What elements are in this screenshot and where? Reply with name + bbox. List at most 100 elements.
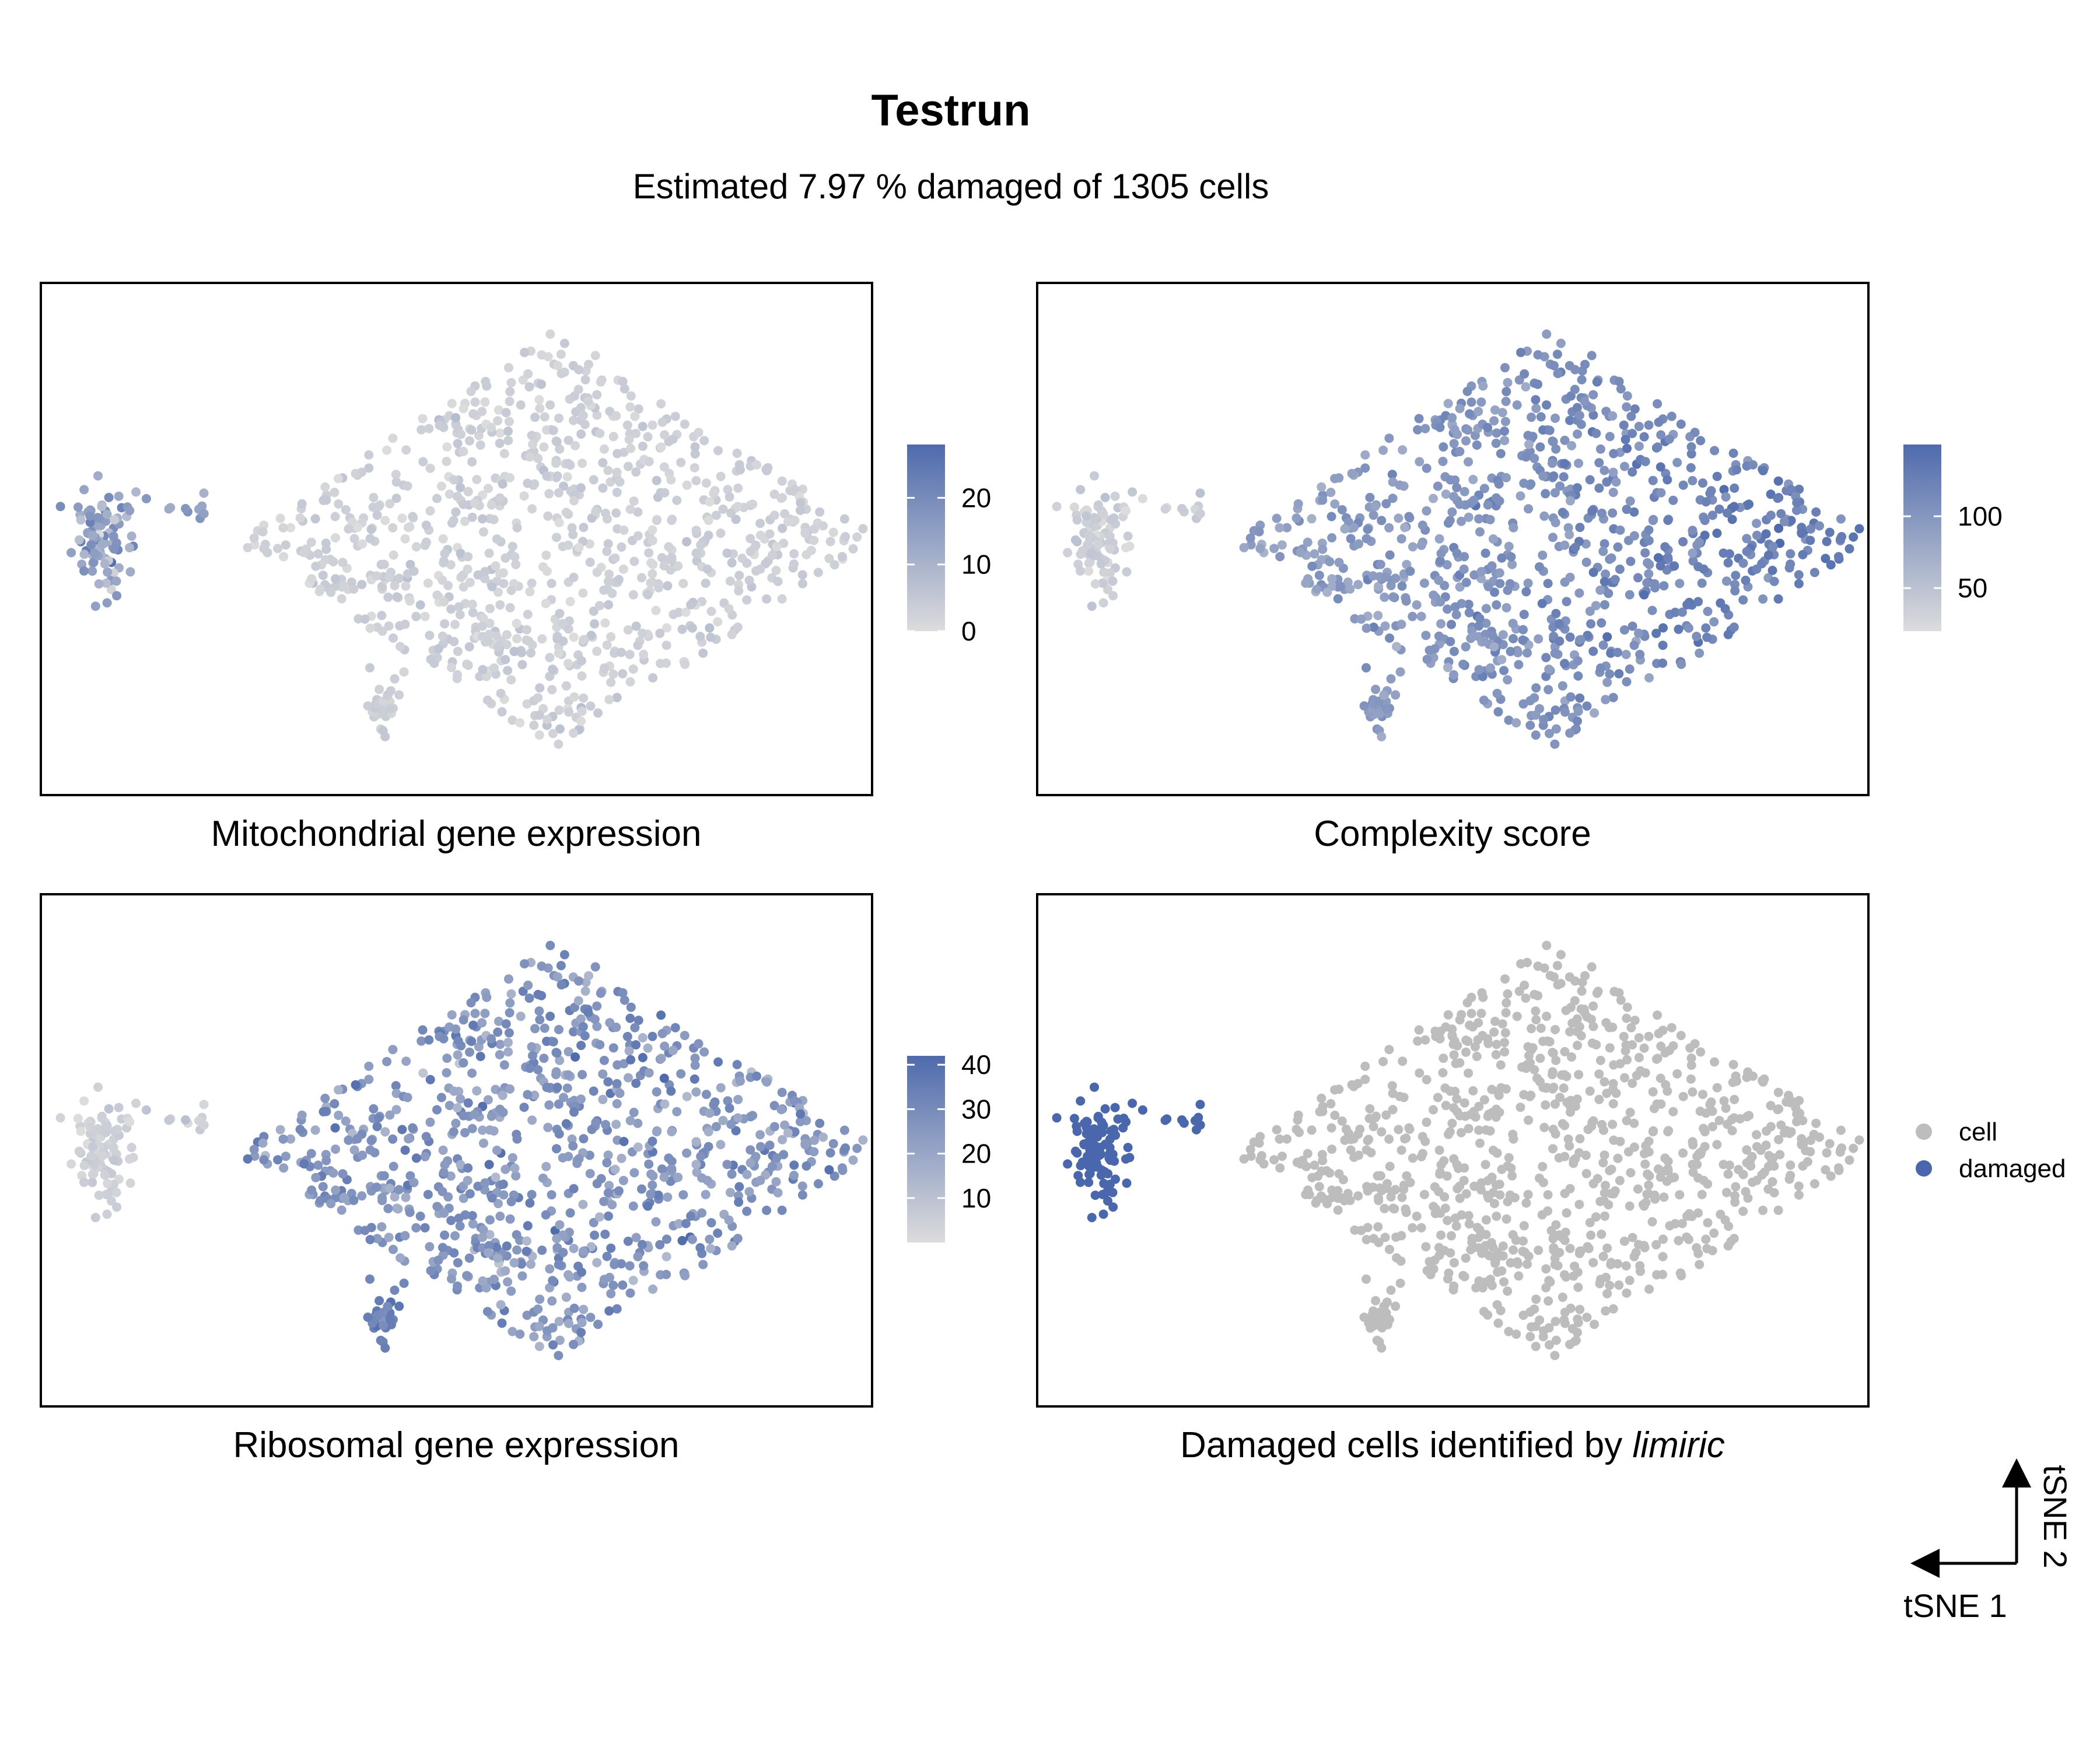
scatter-point [1560,1318,1570,1328]
scatter-point [858,524,868,534]
scatter-point [485,1215,495,1225]
scatter-point [1595,444,1605,454]
scatter-point [534,395,544,405]
colorbar-tick-label: 10 [961,550,991,580]
scatter-point [1619,1031,1629,1041]
scatter-point [1622,677,1632,687]
scatter-point [316,584,326,594]
scatter-point [1479,695,1489,705]
scatter-point [1442,560,1452,570]
scatter-point [1391,1301,1401,1311]
scatter-point [657,553,667,563]
scatter-point [681,1219,691,1228]
scatter-point [1360,1061,1370,1071]
scatter-point [1686,449,1696,459]
scatter-point [377,1193,387,1203]
scatter-point [328,556,338,566]
scatter-point [1650,579,1660,589]
scatter-point [1490,405,1500,415]
scatter-point [1474,621,1484,631]
scatter-point [701,1189,710,1199]
scatter-point [479,527,488,537]
scatter-point [1562,597,1572,607]
scatter-point [1384,523,1394,533]
scatter-point [1368,1234,1378,1244]
scatter-point [1494,1180,1504,1189]
scatter-point [574,1154,584,1164]
scatter-point [1434,1242,1444,1252]
scatter-point [773,576,783,586]
scatter-point [1674,1236,1684,1245]
scatter-point [1502,603,1511,612]
scatter-point [380,516,390,526]
scatter-point [1443,663,1452,673]
scatter-point [321,1156,331,1166]
scatter-point [731,1126,741,1136]
scatter-point [478,514,488,524]
scatter-point [450,1231,460,1241]
scatter-point [1394,513,1404,523]
scatter-point [1727,514,1737,524]
scatter-point [727,558,737,568]
scatter-point [1506,646,1516,656]
scatter-point [498,1180,508,1189]
scatter-point [369,492,379,502]
scatter-point [447,398,457,408]
scatter-point [744,1186,754,1196]
scatter-point [662,1252,671,1262]
scatter-point [570,441,580,450]
scatter-point [1573,1318,1583,1328]
scatter-point [545,400,555,410]
scatter-point [331,574,341,584]
scatter-point [599,585,609,595]
scatter-point [1656,1099,1666,1109]
scatter-point [1688,1137,1698,1147]
scatter-point [1541,1100,1550,1110]
scatter-point [1512,1012,1522,1021]
scatter-point [1662,475,1672,485]
scatter-point [589,1086,598,1096]
scatter-point [533,1065,543,1074]
scatter-point [629,556,639,566]
scatter-point [383,690,393,700]
scatter-point [569,1244,579,1254]
scatter-point [334,1111,344,1120]
scatter-point [1634,422,1644,431]
scatter-point [1098,578,1108,588]
scatter-point [657,1028,667,1038]
scatter-point [1786,559,1796,569]
scatter-point [454,602,464,612]
scatter-point [506,989,516,999]
scatter-point [1480,1248,1489,1258]
scatter-point [451,413,461,423]
scatter-point [1391,1185,1401,1195]
scatter-point [55,502,65,512]
scatter-point [482,1307,492,1317]
scatter-point [1622,443,1632,453]
scatter-point [638,1240,647,1250]
scatter-point [648,1136,657,1146]
scatter-point [1394,1125,1404,1135]
scatter-point [1405,566,1415,576]
scatter-point [680,419,690,429]
scatter-point [1730,586,1740,596]
scatter-point [552,437,562,447]
scatter-point [499,449,509,459]
scatter-point [1639,432,1649,442]
scatter-point [1371,684,1381,694]
scatter-point [1811,1118,1821,1128]
scatter-point [564,707,573,717]
scatter-point [313,1160,323,1170]
scatter-point [1730,1094,1740,1104]
scatter-point [1479,1095,1489,1105]
scatter-point [1573,1267,1583,1277]
scatter-point [1786,1096,1796,1106]
scatter-point [405,1208,415,1217]
scatter-point [542,1326,552,1336]
scatter-point [439,1034,449,1044]
scatter-point [603,466,613,475]
scatter-point [841,532,850,541]
scatter-point [1476,566,1486,576]
scatter-point [625,1013,635,1023]
scatter-point [748,1111,758,1121]
